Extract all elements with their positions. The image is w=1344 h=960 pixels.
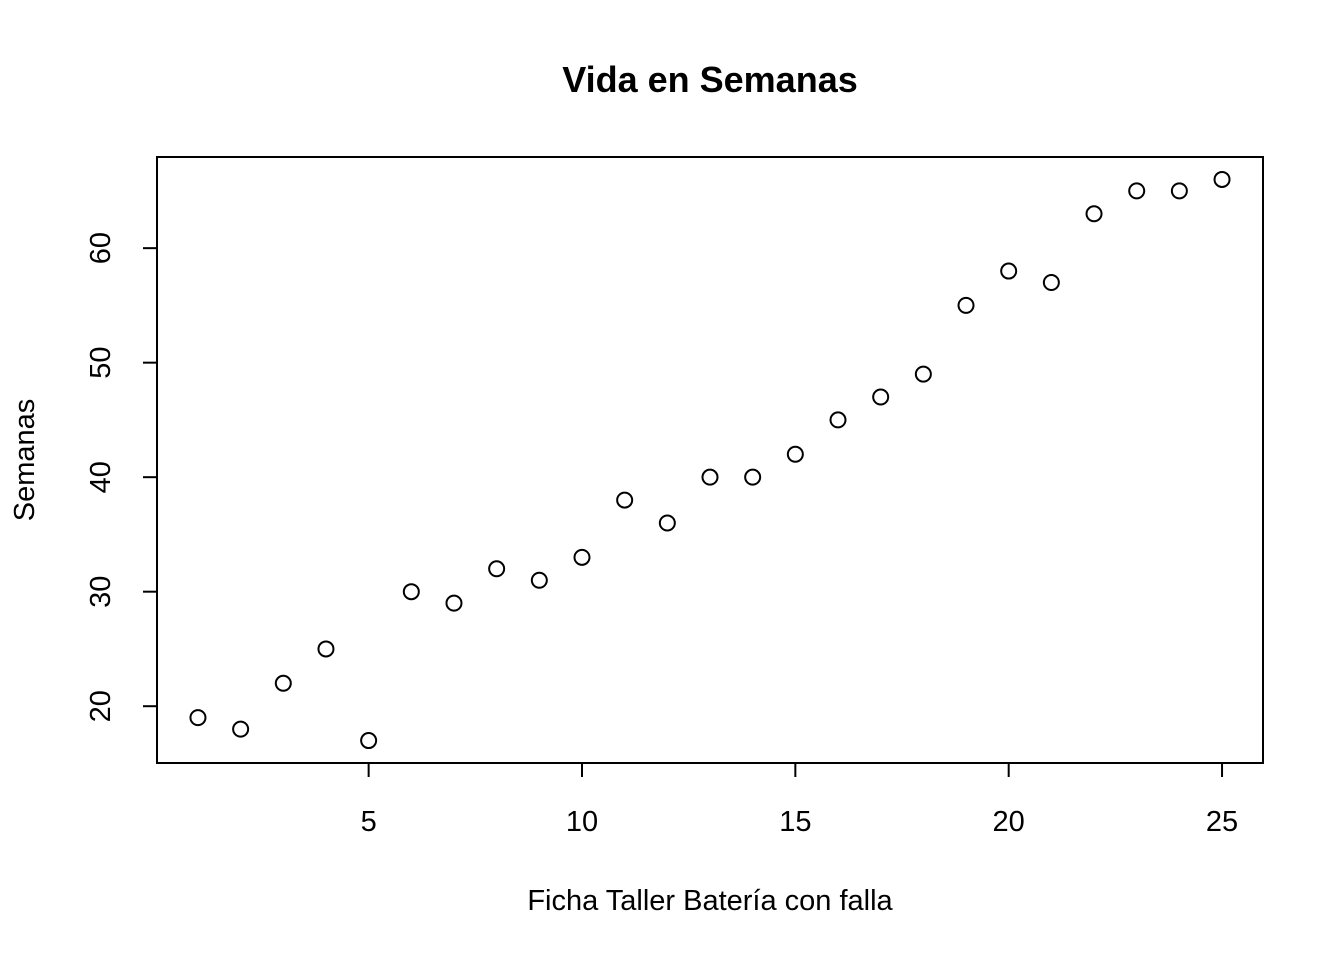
- data-point: [658, 514, 676, 532]
- chart-title: Vida en Semanas: [562, 59, 858, 100]
- data-point: [360, 732, 378, 750]
- data-point: [232, 720, 250, 738]
- data-point: [1000, 262, 1018, 280]
- data-point: [786, 445, 804, 463]
- plot-frame: [156, 156, 1264, 764]
- x-tick-label: 25: [1206, 806, 1238, 838]
- data-point: [573, 548, 591, 566]
- data-point: [189, 709, 207, 727]
- y-tick-label: 30: [85, 576, 117, 608]
- x-tick-label: 10: [566, 806, 598, 838]
- y-tick-label: 20: [85, 690, 117, 722]
- x-tick-label: 15: [779, 806, 811, 838]
- y-tick-label: 60: [85, 232, 117, 264]
- y-tick-label: 40: [85, 461, 117, 493]
- y-axis-label: Semanas: [9, 399, 41, 522]
- data-point: [1128, 182, 1146, 200]
- data-point: [1213, 170, 1231, 188]
- data-point: [317, 640, 335, 658]
- data-point: [1042, 274, 1060, 292]
- data-point: [957, 296, 975, 314]
- y-tick-label: 50: [85, 347, 117, 379]
- data-point: [530, 571, 548, 589]
- data-point: [914, 365, 932, 383]
- data-point: [829, 411, 847, 429]
- data-point: [402, 583, 420, 601]
- data-point: [701, 468, 719, 486]
- data-point: [1170, 182, 1188, 200]
- data-point: [488, 560, 506, 578]
- x-tick-label: 5: [361, 806, 377, 838]
- x-tick-label: 20: [993, 806, 1025, 838]
- x-axis: 5 10 15 20 25: [361, 762, 1238, 838]
- data-point: [445, 594, 463, 612]
- data-points: [189, 170, 1231, 750]
- data-point: [274, 674, 292, 692]
- x-axis-label: Ficha Taller Batería con falla: [527, 885, 893, 917]
- data-point: [872, 388, 890, 406]
- data-point: [744, 468, 762, 486]
- y-axis: 20 30 40 50 60: [85, 232, 158, 722]
- data-point: [1085, 205, 1103, 223]
- data-point: [616, 491, 634, 509]
